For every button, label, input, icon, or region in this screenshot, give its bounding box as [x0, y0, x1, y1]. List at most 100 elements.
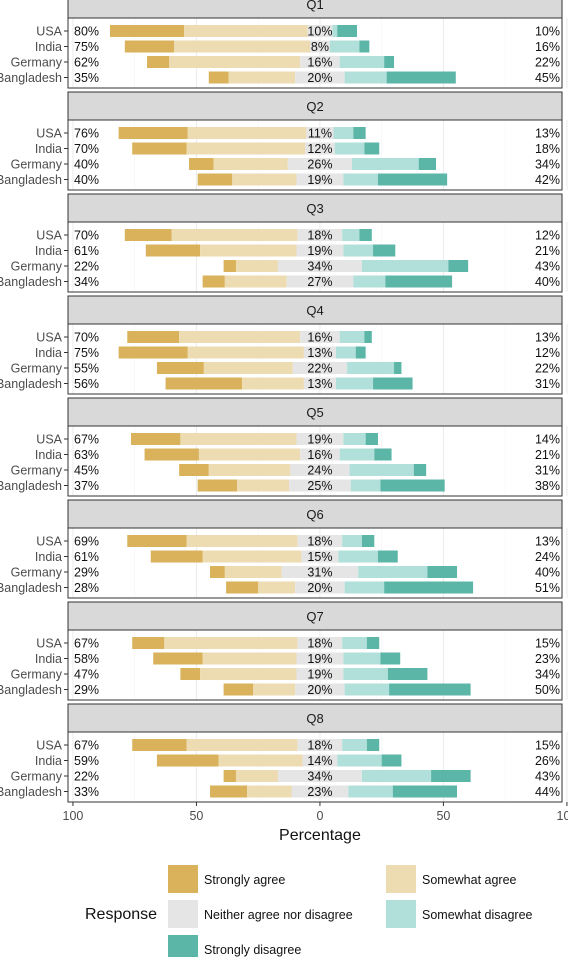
- disagree-percent-label: 10%: [535, 25, 560, 39]
- neutral-percent-label: 13%: [307, 377, 332, 391]
- agree-percent-label: 34%: [74, 275, 99, 289]
- neutral-percent-label: 19%: [307, 433, 332, 447]
- bar-segment: [132, 142, 187, 155]
- agree-percent-label: 40%: [74, 158, 99, 172]
- country-label: Bangladesh: [0, 683, 62, 697]
- bar-segment: [296, 173, 344, 186]
- bar-segment: [343, 244, 374, 257]
- bar-segment: [394, 362, 402, 374]
- bar-segment: [303, 377, 336, 390]
- bar-segment: [292, 362, 348, 374]
- disagree-percent-label: 13%: [535, 331, 560, 345]
- disagree-percent-label: 13%: [535, 127, 560, 141]
- bar-segment: [366, 739, 380, 751]
- bar-segment: [337, 754, 382, 767]
- bar-segment: [342, 229, 360, 241]
- bar-segment: [329, 40, 360, 53]
- facet-strip: [67, 601, 563, 631]
- agree-percent-label: 62%: [74, 56, 99, 70]
- bar-segment: [365, 433, 378, 445]
- bar-segment: [366, 637, 380, 649]
- bar-segment: [281, 566, 359, 578]
- neutral-percent-label: 19%: [307, 652, 332, 666]
- bar-segment: [344, 683, 390, 696]
- facet-strip: [67, 703, 563, 733]
- bar-segment: [228, 71, 296, 84]
- country-label: USA: [36, 637, 62, 651]
- bar-segment: [202, 652, 297, 665]
- disagree-percent-label: 40%: [535, 275, 560, 289]
- bar-segment: [208, 71, 229, 84]
- bar-segment: [150, 550, 203, 563]
- disagree-percent-label: 18%: [535, 142, 560, 156]
- bar-segment: [334, 142, 365, 155]
- bar-segment: [347, 362, 395, 374]
- legend-swatch: [168, 900, 198, 928]
- bar-segment: [132, 637, 165, 649]
- neutral-percent-label: 23%: [307, 785, 332, 799]
- bar-segment: [352, 158, 419, 170]
- bar-segment: [389, 683, 471, 696]
- bar-segment: [300, 448, 340, 461]
- bar-segment: [156, 362, 204, 374]
- agree-percent-label: 67%: [74, 739, 99, 753]
- country-label: Germany: [11, 770, 63, 784]
- country-label: USA: [36, 127, 62, 141]
- bar-segment: [189, 158, 214, 170]
- neutral-percent-label: 18%: [307, 535, 332, 549]
- country-label: USA: [36, 229, 62, 243]
- agree-percent-label: 35%: [74, 71, 99, 85]
- facet-title: Q7: [306, 609, 323, 624]
- bar-segment: [364, 331, 372, 343]
- bar-segment: [226, 581, 259, 594]
- agree-percent-label: 29%: [74, 566, 99, 580]
- bar-segment: [127, 535, 187, 547]
- bar-segment: [203, 362, 293, 374]
- disagree-percent-label: 15%: [535, 739, 560, 753]
- agree-percent-label: 40%: [74, 173, 99, 187]
- facet-title: Q1: [306, 0, 323, 12]
- bar-segment: [297, 229, 343, 241]
- bar-segment: [385, 275, 453, 288]
- disagree-percent-label: 23%: [535, 652, 560, 666]
- country-label: Germany: [11, 464, 63, 478]
- x-tick-label: 100: [557, 809, 568, 823]
- legend-label: Somewhat disagree: [422, 908, 533, 922]
- legend-label: Strongly disagree: [204, 943, 301, 957]
- bar-segment: [277, 770, 362, 782]
- disagree-percent-label: 12%: [535, 229, 560, 243]
- disagree-percent-label: 15%: [535, 637, 560, 651]
- bar-segment: [339, 331, 365, 343]
- disagree-percent-label: 38%: [535, 479, 560, 493]
- bar-segment: [109, 25, 185, 37]
- bar-segment: [277, 260, 362, 272]
- facet-title: Q4: [306, 303, 323, 318]
- bar-segment: [253, 683, 296, 696]
- agree-percent-label: 28%: [74, 581, 99, 595]
- agree-percent-label: 45%: [74, 464, 99, 478]
- neutral-percent-label: 11%: [308, 127, 332, 141]
- bar-segment: [300, 56, 340, 68]
- facet-strip: [67, 91, 563, 121]
- bar-segment: [171, 229, 298, 241]
- country-label: Bangladesh: [0, 479, 62, 493]
- neutral-percent-label: 20%: [307, 71, 332, 85]
- bar-segment: [296, 652, 344, 665]
- bar-segment: [202, 550, 302, 563]
- bar-segment: [297, 637, 343, 649]
- bar-segment: [413, 464, 427, 476]
- legend-swatch: [168, 935, 198, 957]
- facet-title: Q3: [306, 201, 323, 216]
- agree-percent-label: 69%: [74, 535, 99, 549]
- disagree-percent-label: 12%: [535, 346, 560, 360]
- bar-segment: [202, 275, 225, 288]
- panel-border: [67, 119, 563, 191]
- bar-segment: [130, 433, 181, 445]
- bar-segment: [223, 770, 236, 782]
- bar-segment: [174, 40, 311, 53]
- bar-segment: [179, 464, 209, 476]
- panel-border: [67, 629, 563, 701]
- country-label: Germany: [11, 566, 63, 580]
- agree-percent-label: 76%: [74, 127, 99, 141]
